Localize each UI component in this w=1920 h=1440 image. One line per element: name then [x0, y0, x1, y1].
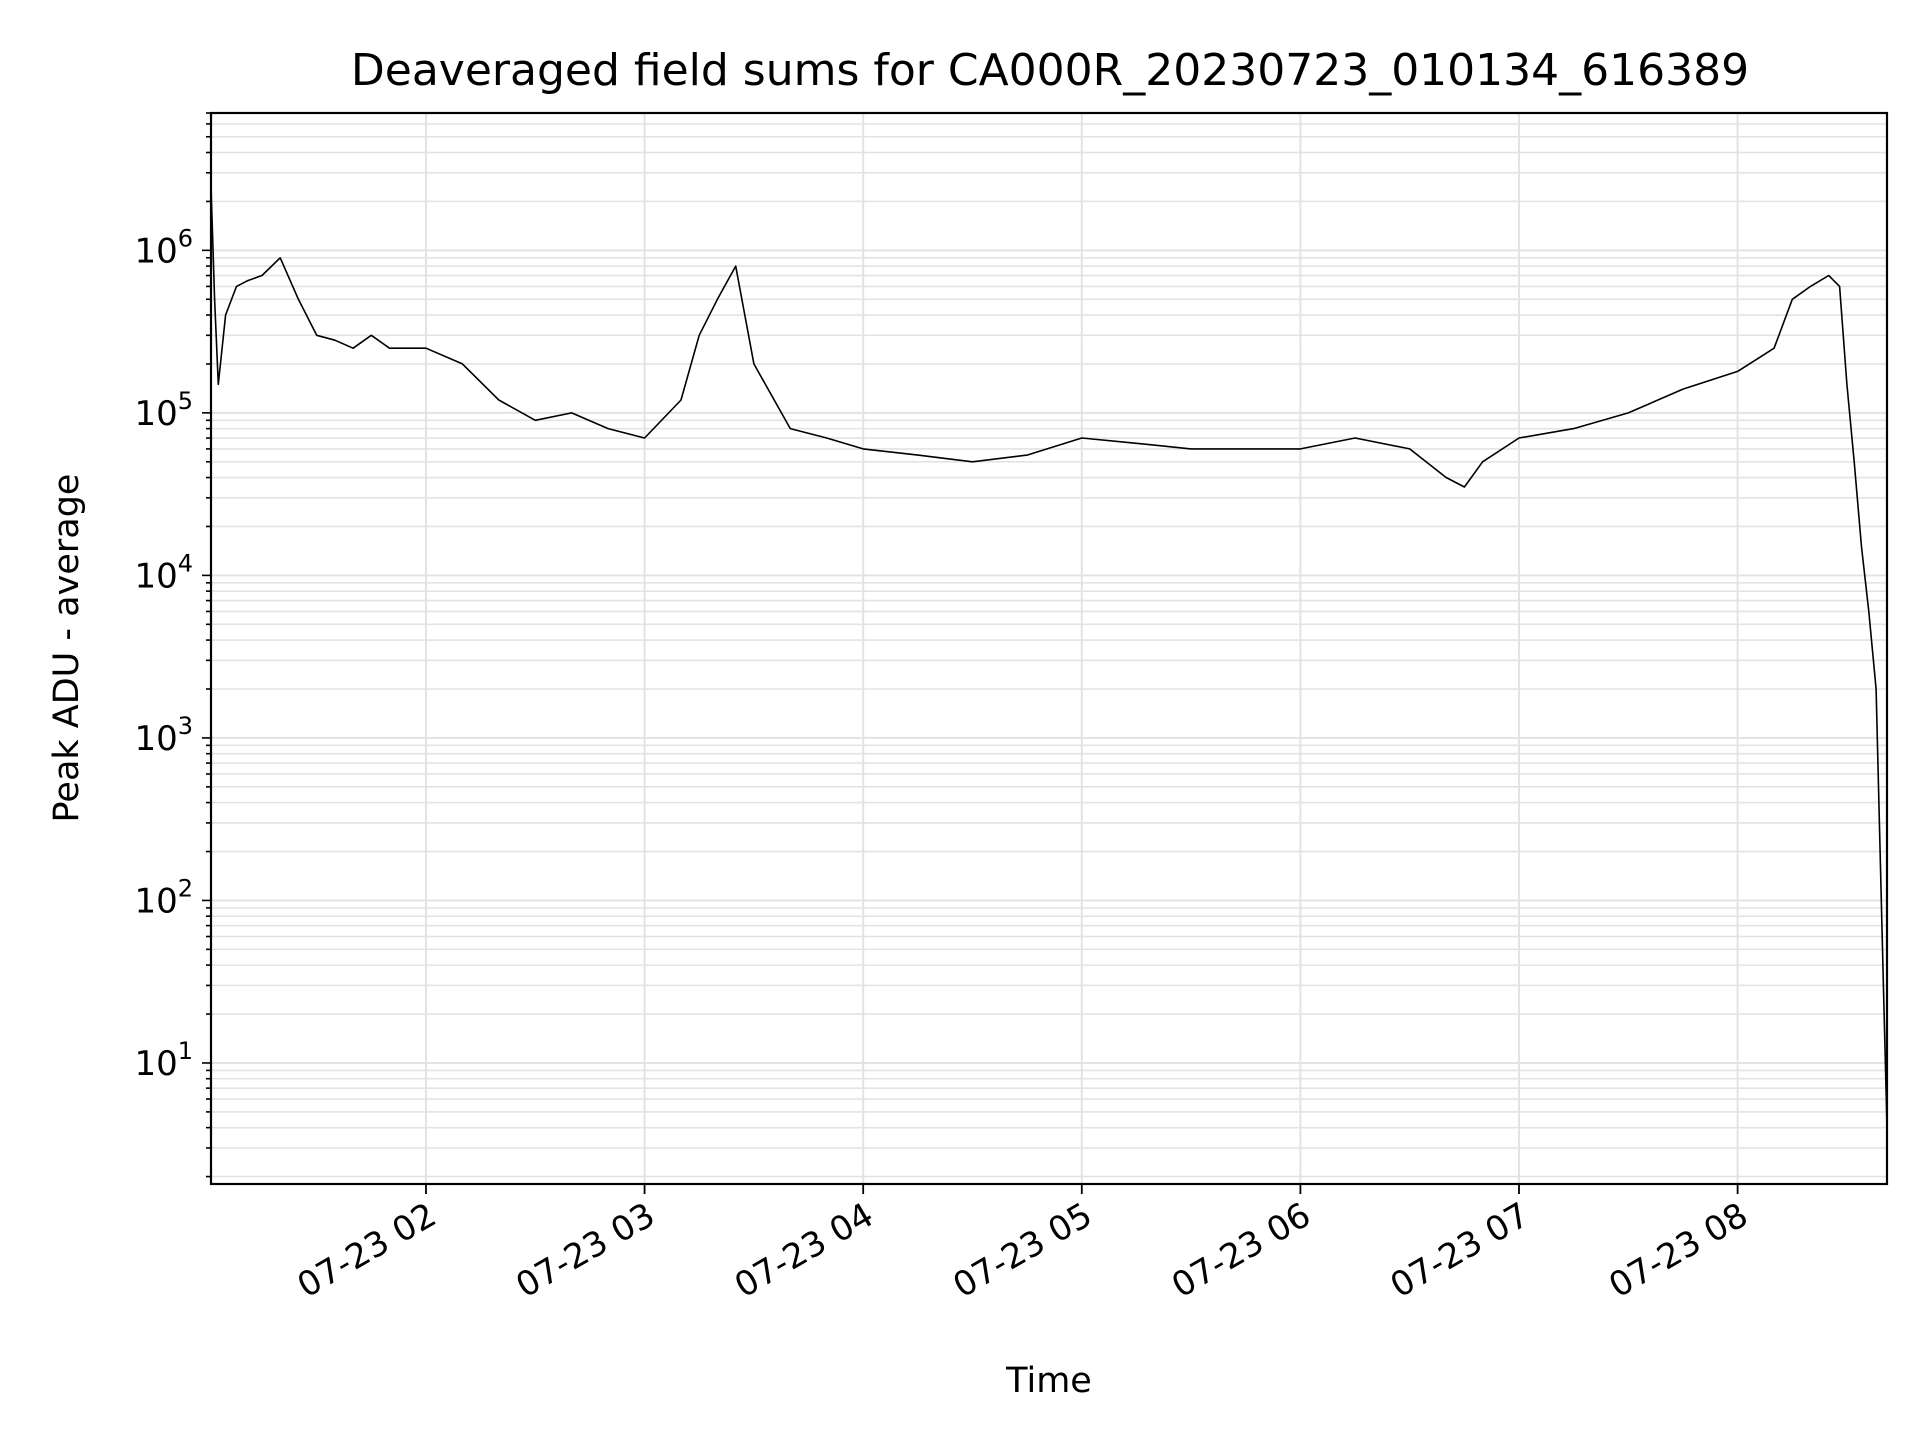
chart-title: Deaveraged field sums for CA000R_2023072…	[351, 45, 1749, 96]
plot-frame	[209, 111, 1889, 1186]
series-line-0	[210, 185, 1888, 1128]
y-tick-label: 102	[134, 874, 193, 921]
x-axis-label: Time	[1005, 1361, 1092, 1401]
y-tick-label: 104	[134, 549, 193, 596]
series-layer	[210, 185, 1888, 1128]
grid	[211, 112, 1887, 1184]
y-tick-label: 103	[134, 712, 193, 759]
y-axis-label: Peak ADU - average	[47, 474, 87, 823]
y-axis-ticks: 101 102 103 104 105 106	[134, 112, 211, 1178]
y-tick-label: 106	[134, 224, 193, 271]
y-tick-label: 105	[134, 387, 193, 434]
y-tick-label: 101	[134, 1037, 193, 1084]
